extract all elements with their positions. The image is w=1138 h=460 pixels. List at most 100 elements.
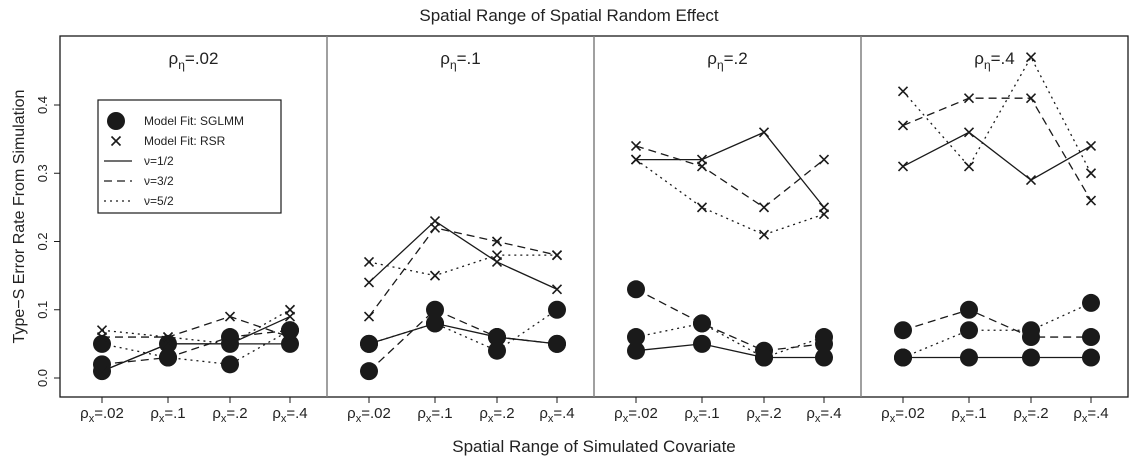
x-marker-stroke — [363, 277, 375, 288]
panel-label: ρη=.2 — [707, 49, 747, 72]
legend-label: ν=3/2 — [144, 174, 174, 188]
x-tick-label: ρx=.1 — [684, 405, 719, 425]
legend-symbol-circle — [107, 112, 125, 130]
data-point-rsr — [363, 256, 375, 268]
y-tick-label: 0.2 — [35, 232, 50, 250]
x-marker-stroke — [96, 325, 108, 336]
x-marker-stroke — [162, 331, 174, 343]
series-line-rsr-nu-5-2 — [902, 55, 1092, 174]
data-point-sglmm — [360, 334, 378, 353]
x-marker-stroke — [963, 93, 975, 104]
data-point-sglmm — [1082, 328, 1100, 347]
data-point-rsr — [630, 140, 642, 152]
x-axis-label: Spatial Range of Simulated Covariate — [452, 437, 736, 456]
series-line-sglmm-nu-3-2 — [635, 288, 825, 352]
data-point-rsr — [897, 161, 909, 172]
data-point-sglmm — [159, 348, 177, 367]
x-marker-stroke — [818, 209, 830, 220]
series-line-rsr-nu-1-2 — [636, 131, 825, 208]
data-point-sglmm — [1082, 348, 1100, 367]
data-point-sglmm — [281, 334, 299, 353]
x-tick-label: ρx=.4 — [272, 405, 307, 425]
data-point-rsr — [897, 86, 909, 97]
x-marker-stroke — [96, 366, 108, 377]
x-marker-stroke — [758, 127, 770, 138]
x-marker-stroke — [696, 161, 708, 172]
x-marker-stroke — [551, 284, 563, 295]
data-point-sglmm — [755, 348, 773, 367]
series-line-rsr-nu-5-2 — [368, 254, 557, 277]
data-point-sglmm — [960, 300, 978, 319]
series-line-rsr-nu-1-2 — [101, 315, 291, 372]
data-point-sglmm — [221, 355, 239, 374]
data-point-rsr — [224, 338, 236, 349]
x-tick-label: ρx=.02 — [347, 405, 391, 425]
data-point-sglmm — [488, 341, 506, 360]
data-point-rsr — [224, 311, 236, 322]
series-line-sglmm-nu-5-2 — [368, 309, 558, 352]
x-tick-label: ρx=.1 — [951, 405, 986, 425]
data-point-rsr — [963, 161, 975, 172]
data-point-sglmm — [426, 300, 444, 319]
data-point-sglmm — [693, 314, 711, 333]
data-point-sglmm — [281, 321, 299, 340]
x-marker-stroke — [491, 250, 503, 261]
data-point-rsr — [1025, 93, 1037, 104]
x-tick-label: ρx=.02 — [80, 405, 124, 425]
x-tick-label: ρx=.02 — [881, 405, 925, 425]
x-tick-label: ρx=.2 — [479, 405, 514, 425]
data-point-rsr — [696, 202, 708, 213]
x-marker-stroke — [630, 154, 642, 165]
data-point-sglmm — [894, 321, 912, 340]
legend-label: Model Fit: RSR — [144, 134, 226, 148]
y-tick-label: 0.1 — [35, 301, 50, 319]
x-marker-stroke — [897, 161, 909, 172]
x-marker-stroke — [897, 86, 909, 97]
x-marker-stroke — [963, 127, 975, 138]
x-marker-stroke — [1025, 175, 1037, 186]
x-tick-label: ρx=.1 — [417, 405, 452, 425]
x-marker-stroke — [963, 161, 975, 172]
data-point-rsr — [96, 325, 108, 336]
y-axis-label: Type−S Error Rate From Simulation — [11, 90, 28, 344]
legend: Model Fit: SGLMM Model Fit: RSR ν=1/2 ν=3/2… — [97, 99, 282, 214]
x-marker-stroke — [1085, 168, 1097, 179]
x-marker-stroke — [897, 120, 909, 131]
x-marker-stroke — [429, 222, 441, 233]
x-marker-stroke — [284, 304, 296, 315]
data-point-sglmm — [960, 321, 978, 340]
data-point-rsr — [1085, 140, 1097, 152]
series-line-sglmm-nu-3-2 — [902, 309, 1091, 338]
series-line-sglmm-nu-5-2 — [635, 322, 825, 359]
data-point-rsr — [818, 209, 830, 220]
x-marker-stroke — [363, 311, 375, 322]
x-marker-stroke — [551, 250, 563, 261]
series-line-sglmm-nu-3-2 — [101, 329, 291, 365]
panel-label: ρη=.4 — [974, 49, 1014, 72]
data-point-sglmm — [548, 334, 566, 353]
data-point-sglmm — [960, 348, 978, 367]
data-point-rsr — [758, 229, 770, 240]
x-marker-stroke — [363, 256, 375, 268]
data-point-rsr — [963, 127, 975, 138]
data-point-rsr — [758, 127, 770, 138]
x-tick-label: ρx=.4 — [539, 405, 574, 425]
x-marker-stroke — [1025, 52, 1037, 63]
data-point-rsr — [551, 250, 563, 261]
data-point-rsr — [284, 304, 296, 315]
x-tick-label: ρx=.2 — [212, 405, 247, 425]
x-marker-stroke — [758, 202, 770, 213]
data-point-rsr — [551, 284, 563, 295]
x-tick-label: ρx=.1 — [150, 405, 185, 425]
series-line-sglmm-nu-5-2 — [902, 302, 1092, 359]
data-point-sglmm — [221, 328, 239, 347]
x-tick-label: ρx=.4 — [1073, 405, 1108, 425]
data-point-sglmm — [426, 314, 444, 333]
x-marker-stroke — [1085, 195, 1097, 206]
data-point-sglmm — [548, 300, 566, 319]
data-point-rsr — [363, 277, 375, 288]
series-line-sglmm-nu-3-2 — [368, 308, 558, 372]
data-point-rsr — [284, 331, 296, 343]
legend-label: ν=5/2 — [144, 194, 174, 208]
x-marker-stroke — [224, 311, 236, 322]
